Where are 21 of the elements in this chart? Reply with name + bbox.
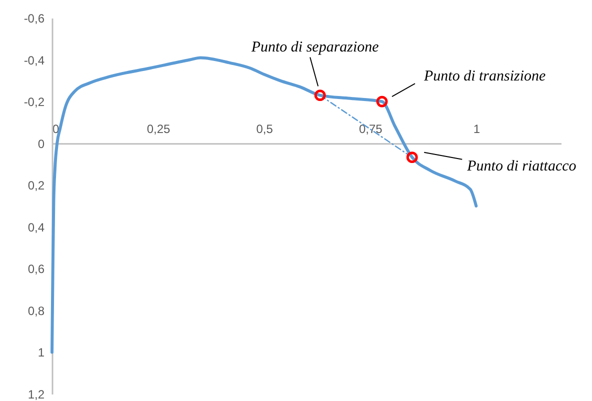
x-tick-label: 0,75 [358,122,383,136]
y-tick-label: 0,8 [28,304,45,318]
point [314,90,326,101]
y-tick-label: -0,4 [24,53,45,68]
y-tick-label: 1,2 [28,388,45,401]
y-tick-label: 0,6 [28,262,45,276]
x-tick-label: 0,5 [256,122,274,136]
annotation: Punto di separazione [250,39,380,56]
y-tick-label: 0 [38,136,45,151]
x-tick-label: 0,25 [146,122,171,136]
annotation: Punto di transizione [423,68,546,85]
x-tick-label: 0 [52,122,60,136]
point [376,96,388,108]
y-tick-label: 1 [38,346,45,360]
y-tick-label: 0,2 [28,178,45,193]
x-tick-label: 1 [473,122,480,136]
y-tick-label: -0,6 [24,12,45,26]
y-tick-label: -0,2 [24,95,45,110]
annotation: Punto di riattacco [466,158,577,174]
y-tick-label: 0,4 [28,220,45,234]
point [406,152,418,164]
